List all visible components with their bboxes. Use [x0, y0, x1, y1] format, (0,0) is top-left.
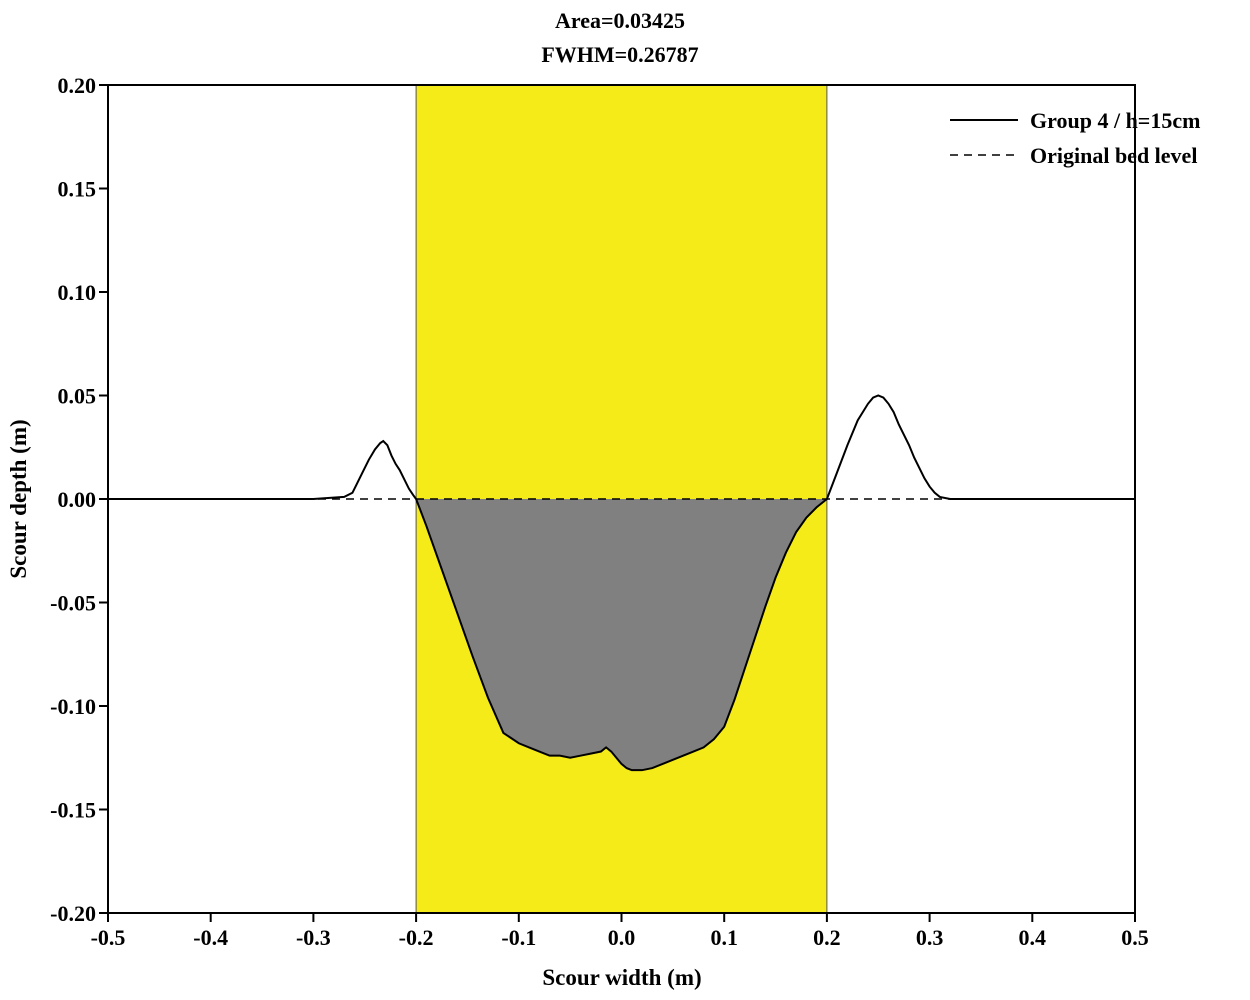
- chart-title-line-1: Area=0.03425: [555, 8, 685, 33]
- y-tick-label: -0.15: [50, 798, 96, 823]
- x-tick-label: -0.5: [91, 925, 126, 950]
- x-tick-label: 0.2: [813, 925, 841, 950]
- x-tick-label: -0.3: [296, 925, 331, 950]
- legend-label-group-4: Group 4 / h=15cm: [1030, 108, 1200, 133]
- series-line-group-4: [108, 394, 1135, 772]
- legend-label-original-bed: Original bed level: [1030, 143, 1197, 168]
- y-tick-label: 0.05: [58, 384, 97, 409]
- y-tick-label: 0.00: [58, 487, 97, 512]
- x-tick-label: 0.0: [608, 925, 636, 950]
- chart-title-line-2: FWHM=0.26787: [541, 42, 698, 67]
- axes-layer: -0.5 -0.4 -0.3 -0.2 -0.1 0.0 0.1 0.2 0.3 0.4 0.5 0.…: [50, 73, 1149, 950]
- x-tick-label: 0.5: [1121, 925, 1149, 950]
- legend: Group 4 / h=15cm Original bed level: [950, 108, 1200, 168]
- x-tick-label: 0.4: [1019, 925, 1047, 950]
- x-axis-title: Scour width (m): [542, 965, 701, 990]
- y-tick-label: 0.10: [58, 280, 97, 305]
- y-tick-label: -0.10: [50, 694, 96, 719]
- x-tick-label: -0.2: [399, 925, 434, 950]
- x-tick-label: 0.3: [916, 925, 944, 950]
- scour-area-fill: [416, 499, 827, 771]
- y-tick-label: 0.15: [58, 177, 97, 202]
- x-tick-label: 0.1: [710, 925, 738, 950]
- y-tick-label: 0.20: [58, 73, 97, 98]
- plot-lines-layer: [108, 394, 1135, 772]
- y-tick-label: -0.20: [50, 901, 96, 926]
- y-axis-title: Scour depth (m): [6, 419, 31, 578]
- x-tick-label: -0.4: [193, 925, 228, 950]
- x-tick-label: -0.1: [501, 925, 536, 950]
- y-tick-label: -0.05: [50, 591, 96, 616]
- title-layer: Area=0.03425 FWHM=0.26787 Scour width (m…: [6, 8, 702, 990]
